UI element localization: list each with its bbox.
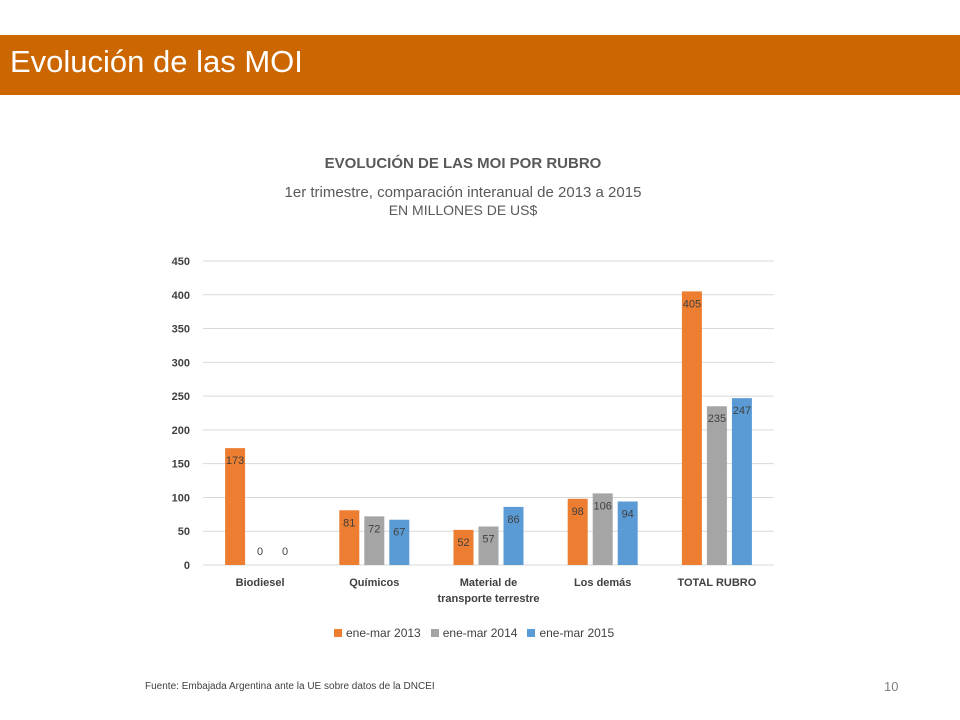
bar — [389, 519, 410, 565]
chart-legend: ene-mar 2013 ene-mar 2014 ene-mar 2015 — [334, 626, 614, 640]
legend-label: ene-mar 2013 — [346, 626, 421, 640]
bar — [681, 291, 702, 565]
legend-item: ene-mar 2013 — [334, 626, 421, 640]
bar — [706, 406, 727, 565]
bar — [731, 398, 752, 565]
bar — [503, 506, 524, 565]
legend-label: ene-mar 2015 — [539, 626, 615, 640]
chart-title: EVOLUCIÓN DE LAS MOI POR RUBRO — [324, 155, 602, 172]
y-tick-label: 350 — [172, 324, 190, 336]
x-tick-label: TOTAL RUBRO — [677, 577, 756, 589]
bar — [225, 448, 246, 565]
x-tick-label: transporte terrestre — [437, 593, 539, 605]
data-label: 72 — [368, 523, 380, 535]
data-label: 52 — [457, 537, 469, 549]
bar — [567, 498, 588, 565]
bar — [592, 493, 613, 565]
data-label: 67 — [393, 527, 405, 539]
title-bar: Evolución de las MOI — [0, 35, 960, 95]
legend-swatch — [334, 629, 342, 637]
y-tick-label: 400 — [172, 290, 190, 302]
data-label: 106 — [594, 500, 612, 512]
source-note: Fuente: Embajada Argentina ante la UE so… — [145, 681, 435, 692]
x-tick-label: Los demás — [574, 577, 631, 589]
y-tick-label: 0 — [184, 560, 190, 572]
y-tick-label: 300 — [172, 357, 190, 369]
legend-item: ene-mar 2014 — [430, 626, 518, 640]
data-label: 173 — [226, 455, 244, 467]
bar — [339, 510, 360, 565]
x-tick-label: Químicos — [349, 577, 399, 589]
data-label: 98 — [572, 506, 584, 518]
page-number: 10 — [884, 679, 899, 694]
chart-subtitle: 1er trimestre, comparación interanual de… — [284, 184, 642, 201]
bar — [453, 529, 474, 565]
y-tick-label: 450 — [172, 256, 190, 268]
data-label: 81 — [343, 517, 355, 529]
legend-swatch — [527, 629, 536, 637]
y-tick-label: 100 — [172, 492, 190, 504]
bar — [478, 526, 499, 565]
chart-units: EN MILLONES DE US$ — [388, 202, 538, 218]
slide-title: Evolución de las MOI — [10, 44, 303, 79]
legend-swatch — [430, 629, 439, 637]
y-tick-label: 50 — [178, 526, 190, 538]
data-label: 235 — [708, 413, 726, 425]
legend-label: ene-mar 2014 — [442, 626, 518, 640]
y-tick-label: 200 — [172, 425, 190, 437]
bar — [617, 501, 638, 565]
data-label: 247 — [733, 405, 751, 417]
x-tick-label: Material de — [460, 577, 517, 589]
data-label: 86 — [507, 514, 519, 526]
legend-item: ene-mar 2015 — [527, 626, 614, 640]
bar — [364, 516, 385, 565]
data-label: 0 — [257, 546, 263, 558]
data-label: 94 — [622, 508, 634, 520]
data-label: 0 — [282, 546, 288, 558]
x-tick-label: Biodiesel — [236, 577, 285, 589]
y-tick-label: 250 — [172, 391, 190, 403]
data-label: 405 — [683, 298, 701, 310]
data-label: 57 — [482, 533, 494, 545]
y-tick-label: 150 — [172, 459, 190, 471]
